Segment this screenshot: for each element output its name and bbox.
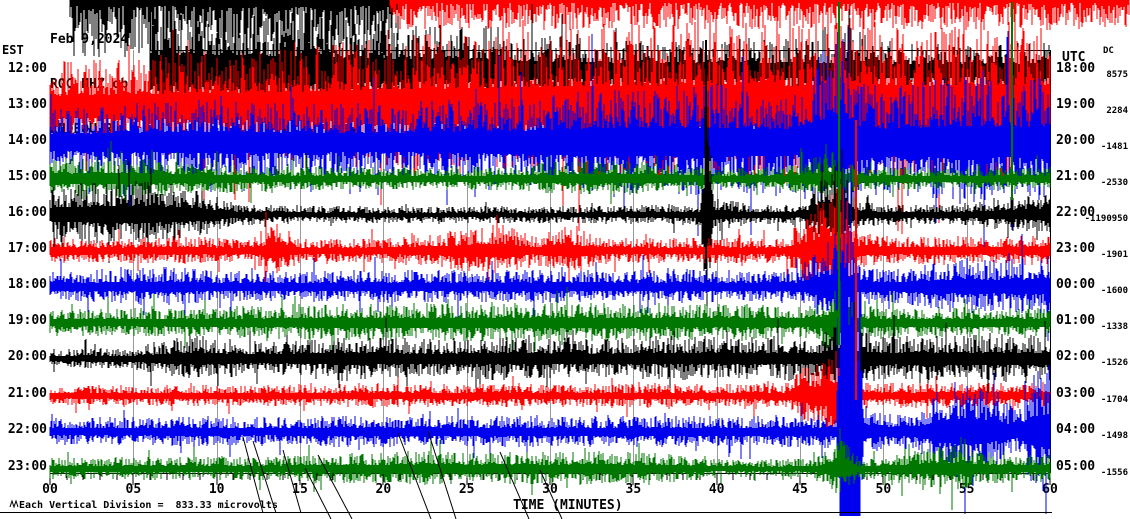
pinned-red-band bbox=[389, 0, 1130, 30]
minute-label: 20 bbox=[375, 482, 392, 497]
trace-1600-black bbox=[49, 107, 1051, 306]
x-axis-title: TIME (MINUTES) bbox=[513, 498, 623, 513]
scale-note: Each Vertical Division = 833.33 microvol… bbox=[19, 500, 278, 511]
minute-label: 05 bbox=[125, 482, 142, 497]
dc-column-header: DC bbox=[1103, 46, 1114, 56]
est-time-label: 21:00 bbox=[7, 386, 47, 401]
trace-2300-green bbox=[49, 428, 1051, 510]
dc-value: -2530 bbox=[1100, 178, 1128, 188]
utc-time-label: 18:00 bbox=[1056, 61, 1096, 76]
dc-value: -1481 bbox=[1100, 142, 1128, 152]
minute-label: 40 bbox=[708, 482, 725, 497]
dc-value: -1901 bbox=[1100, 250, 1128, 260]
diagonal-artifact-line bbox=[539, 469, 563, 519]
diagonal-artifact-line bbox=[499, 451, 530, 519]
diagonal-artifact-line bbox=[304, 467, 332, 519]
trace-2100-red bbox=[49, 348, 1051, 437]
est-time-label: 22:00 bbox=[7, 422, 47, 437]
pinned-black-band bbox=[69, 0, 400, 57]
minute-label: 10 bbox=[208, 482, 225, 497]
utc-time-label: 22:00 bbox=[1056, 205, 1096, 220]
diagonal-artifact-line bbox=[427, 430, 457, 519]
utc-time-label: 23:00 bbox=[1056, 241, 1096, 256]
utc-time-label: 21:00 bbox=[1056, 169, 1096, 184]
utc-time-label: 20:00 bbox=[1056, 133, 1096, 148]
est-time-label: 18:00 bbox=[7, 277, 47, 292]
dc-value: -1600 bbox=[1100, 286, 1128, 296]
est-time-label: 17:00 bbox=[7, 241, 47, 256]
utc-axis-header: UTC bbox=[1062, 50, 1086, 65]
dc-value: 2284 bbox=[1106, 106, 1128, 116]
trace-1800-blue bbox=[49, 234, 1051, 341]
diagonal-artifact-line bbox=[397, 432, 432, 519]
utc-time-label: 19:00 bbox=[1056, 97, 1096, 112]
dc-value: -1704 bbox=[1100, 395, 1128, 405]
diagonal-artifact-line bbox=[242, 436, 264, 514]
est-time-label: 14:00 bbox=[7, 133, 47, 148]
dc-value: -1556 bbox=[1100, 468, 1128, 478]
trace-2200-blue bbox=[49, 27, 1051, 516]
utc-time-label: 03:00 bbox=[1056, 386, 1096, 401]
est-time-label: 16:00 bbox=[7, 205, 47, 220]
minute-label: 00 bbox=[42, 482, 58, 497]
minute-label: 50 bbox=[875, 482, 892, 497]
trace-start-squiggle bbox=[9, 499, 19, 509]
diagonal-artifact-line bbox=[252, 440, 277, 514]
trace-2000-black bbox=[49, 302, 1051, 398]
trace-1400-blue bbox=[49, 31, 1051, 252]
minute-label: 45 bbox=[792, 482, 808, 497]
est-axis-header: EST bbox=[2, 43, 24, 57]
minute-label: 25 bbox=[458, 482, 475, 497]
utc-time-label: 04:00 bbox=[1056, 422, 1096, 437]
dc-value: -1338 bbox=[1100, 322, 1128, 332]
minute-label: 15 bbox=[292, 482, 308, 497]
trace-1500-green bbox=[49, 141, 1051, 208]
est-time-label: 20:00 bbox=[7, 349, 47, 364]
minute-label: 35 bbox=[625, 482, 642, 497]
dc-value: 8575 bbox=[1106, 70, 1128, 80]
dc-value: -1190950 bbox=[1084, 214, 1128, 224]
diagonal-artifact-line bbox=[317, 454, 353, 519]
minute-label: 30 bbox=[542, 482, 558, 497]
dc-value: -1526 bbox=[1100, 358, 1128, 368]
utc-time-label: 05:00 bbox=[1056, 459, 1096, 474]
est-time-label: 19:00 bbox=[7, 313, 47, 328]
utc-time-label: 01:00 bbox=[1056, 313, 1096, 328]
utc-time-label: 00:00 bbox=[1056, 277, 1096, 292]
diagonal-artifact-line bbox=[282, 449, 302, 514]
est-time-label: 23:00 bbox=[7, 459, 47, 474]
utc-time-label: 02:00 bbox=[1056, 349, 1096, 364]
dc-value: -1498 bbox=[1100, 431, 1128, 441]
est-time-label: 15:00 bbox=[7, 169, 47, 184]
est-time-label: 12:00 bbox=[7, 61, 47, 76]
trace-1900-green bbox=[49, 281, 1051, 357]
est-time-label: 13:00 bbox=[7, 97, 47, 112]
